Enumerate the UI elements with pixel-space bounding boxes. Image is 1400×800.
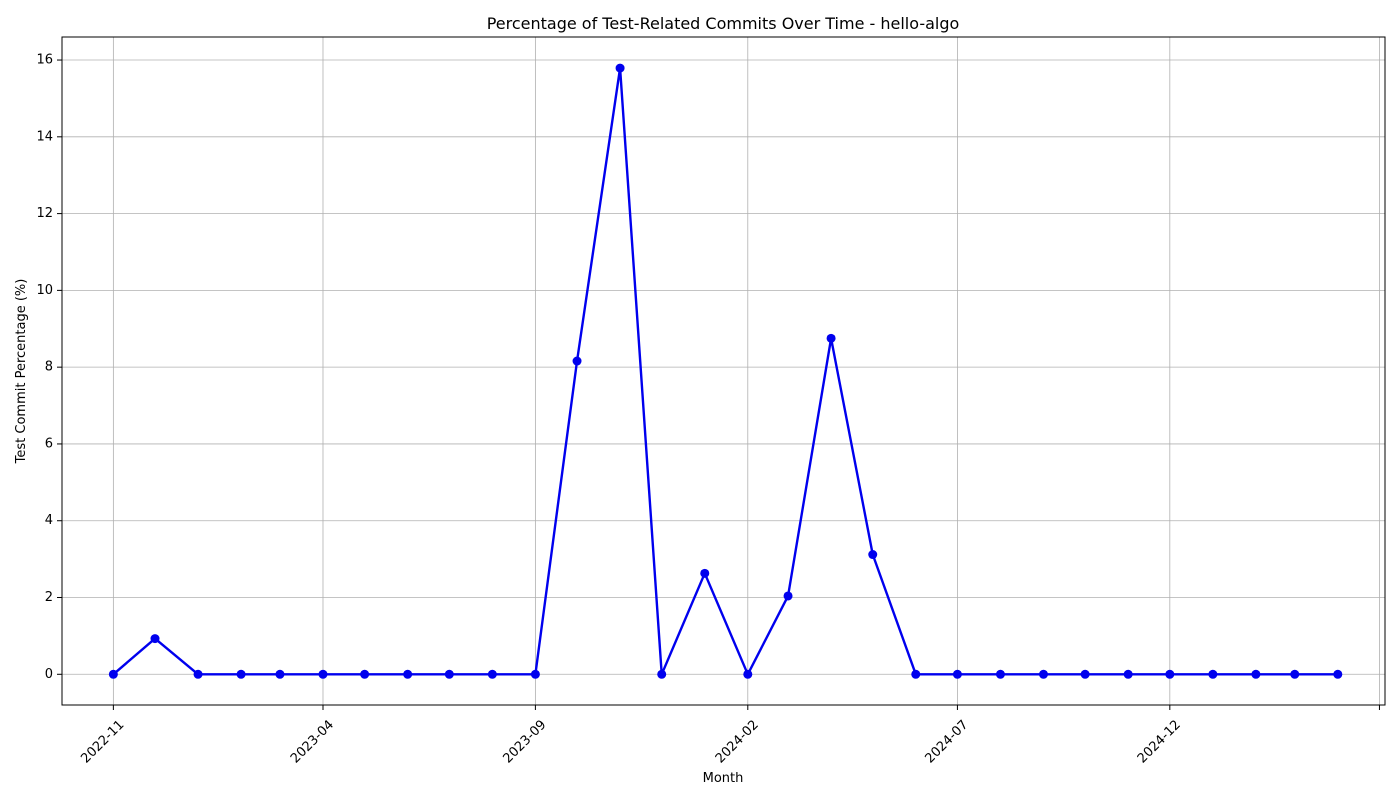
data-point bbox=[1333, 669, 1343, 679]
x-tick-label: 2024-07 bbox=[922, 717, 971, 766]
y-tick-label: 12 bbox=[36, 206, 53, 221]
data-point bbox=[572, 356, 582, 366]
chart-title: Percentage of Test-Related Commits Over … bbox=[487, 14, 960, 33]
x-tick-label: 2024-02 bbox=[713, 717, 762, 766]
data-point bbox=[150, 634, 160, 644]
data-point bbox=[1208, 669, 1218, 679]
data-point bbox=[108, 669, 118, 679]
data-point bbox=[360, 669, 370, 679]
data-point bbox=[487, 669, 497, 679]
y-tick-label: 16 bbox=[36, 53, 53, 68]
data-point bbox=[236, 669, 246, 679]
data-point bbox=[743, 669, 753, 679]
y-axis-ticks: 0 2 4 6 8 10 12 14 16 bbox=[36, 53, 62, 682]
x-axis-label: Month bbox=[703, 771, 744, 786]
data-point bbox=[1290, 669, 1300, 679]
series-line bbox=[112, 66, 1338, 676]
data-point bbox=[868, 550, 878, 560]
y-tick-label: 6 bbox=[45, 436, 53, 451]
data-point bbox=[911, 669, 921, 679]
x-tick-label: 2023-09 bbox=[500, 717, 549, 766]
grid-lines bbox=[62, 37, 1385, 705]
data-point bbox=[193, 669, 203, 679]
data-point bbox=[700, 568, 710, 578]
y-tick-label: 0 bbox=[45, 667, 53, 682]
data-point bbox=[530, 669, 540, 679]
data-point bbox=[657, 669, 667, 679]
y-tick-label: 14 bbox=[36, 129, 53, 144]
x-tick-label: 2022-11 bbox=[78, 717, 127, 766]
y-tick-label: 10 bbox=[36, 283, 53, 298]
data-point bbox=[1080, 669, 1090, 679]
data-point bbox=[318, 669, 328, 679]
data-point bbox=[1165, 669, 1175, 679]
data-point bbox=[995, 669, 1005, 679]
data-point bbox=[615, 63, 625, 73]
x-tick-label: 2023-04 bbox=[288, 717, 337, 766]
data-point bbox=[952, 669, 962, 679]
y-tick-label: 8 bbox=[45, 360, 53, 375]
data-point bbox=[1251, 669, 1261, 679]
series bbox=[108, 63, 1343, 679]
y-axis-label: Test Commit Percentage (%) bbox=[14, 279, 29, 465]
data-point bbox=[403, 669, 413, 679]
x-tick-label: 2024-12 bbox=[1135, 717, 1184, 766]
data-point bbox=[1123, 669, 1133, 679]
y-tick-label: 2 bbox=[45, 590, 53, 605]
data-point bbox=[1038, 669, 1048, 679]
data-point bbox=[275, 669, 285, 679]
y-tick-label: 4 bbox=[45, 513, 53, 528]
data-point bbox=[783, 591, 793, 601]
plot-frame bbox=[61, 36, 1386, 706]
data-point bbox=[826, 333, 836, 343]
x-axis-ticks: 2022-11 2023-04 2023-09 2024-02 2024-07 2024-… bbox=[78, 705, 1380, 766]
data-point bbox=[444, 669, 454, 679]
